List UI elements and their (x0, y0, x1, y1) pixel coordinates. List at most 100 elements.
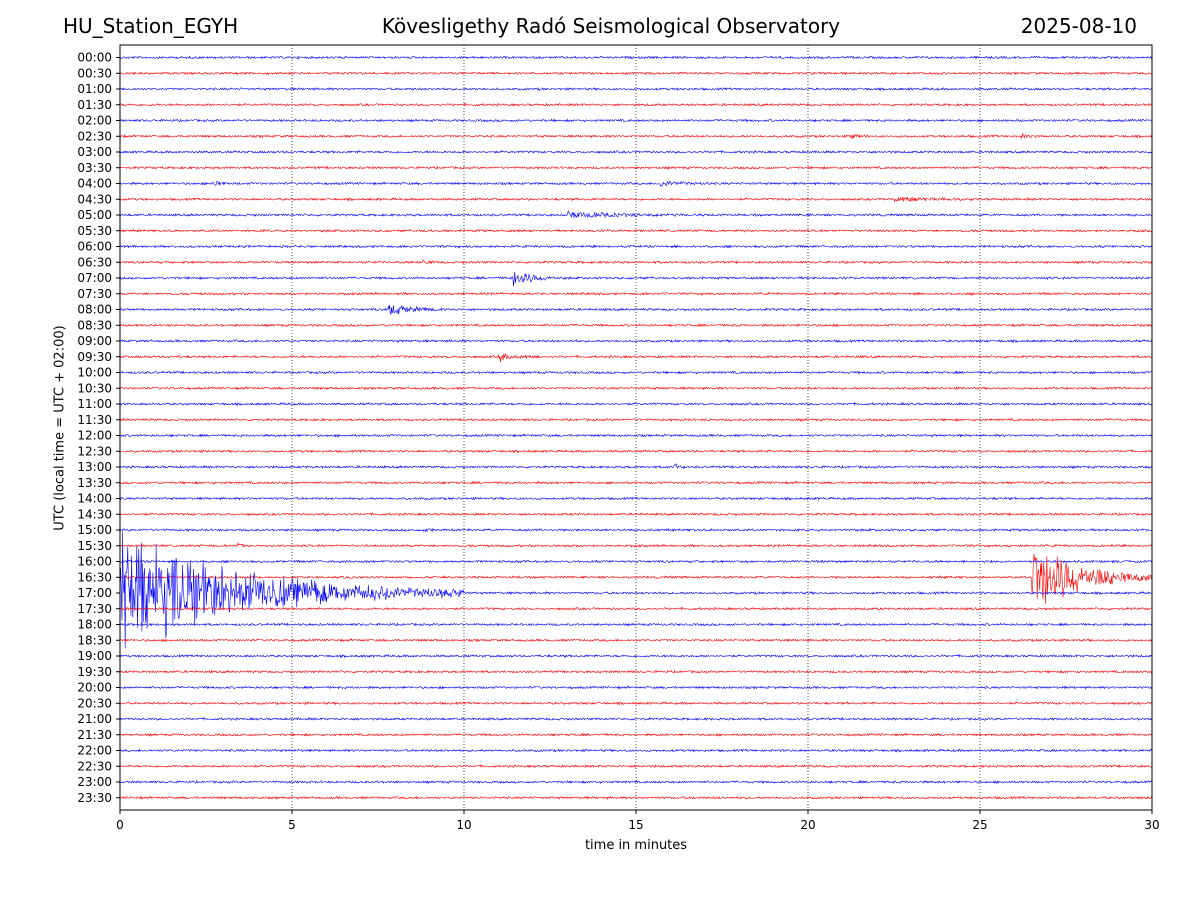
row-label: 10:30 (77, 381, 112, 395)
row-label: 11:30 (77, 413, 112, 427)
row-label: 08:00 (77, 303, 112, 317)
trace-1930 (120, 669, 1152, 674)
trace-2030 (120, 701, 1152, 706)
row-label: 06:00 (77, 240, 112, 254)
row-label: 14:00 (77, 492, 112, 506)
x-tick-label: 25 (972, 818, 987, 832)
trace-0200 (120, 118, 1152, 123)
trace-2200 (120, 748, 1152, 753)
row-label: 17:00 (77, 586, 112, 600)
row-label: 00:00 (77, 51, 112, 65)
row-label: 10:00 (77, 366, 112, 380)
trace-1300 (120, 463, 1152, 470)
row-label: 06:30 (77, 255, 112, 269)
trace-0330 (120, 165, 1152, 170)
row-label: 16:00 (77, 555, 112, 569)
trace-1530 (120, 542, 1152, 548)
trace-0130 (120, 102, 1152, 107)
row-label: 22:00 (77, 744, 112, 758)
trace-1330 (120, 480, 1152, 485)
trace-2330 (120, 795, 1152, 800)
trace-0900 (120, 338, 1152, 344)
trace-0100 (120, 86, 1152, 92)
trace-2130 (120, 732, 1152, 737)
row-label: 09:30 (77, 350, 112, 364)
row-label: 16:30 (77, 570, 112, 584)
trace-0400 (120, 180, 1152, 187)
row-label: 15:00 (77, 523, 112, 537)
row-label: 05:00 (77, 208, 112, 222)
trace-0230 (120, 133, 1152, 139)
trace-0600 (120, 244, 1152, 249)
row-label: 01:30 (77, 98, 112, 112)
row-label: 08:30 (77, 318, 112, 332)
x-ticks: 0 5 10 15 20 25 30 (116, 810, 1160, 832)
row-label: 11:00 (77, 397, 112, 411)
row-label: 12:00 (77, 429, 112, 443)
trace-1030 (120, 386, 1152, 391)
row-label: 13:30 (77, 476, 112, 490)
trace-0800 (120, 304, 1152, 315)
row-label: 03:30 (77, 161, 112, 175)
trace-0930 (120, 353, 1152, 363)
trace-0700 (120, 271, 1152, 287)
trace-0000 (120, 55, 1152, 60)
row-label: 03:00 (77, 145, 112, 159)
trace-1100 (120, 401, 1152, 407)
traces (120, 55, 1152, 800)
row-label: 12:30 (77, 444, 112, 458)
row-label: 20:00 (77, 681, 112, 695)
x-tick-label: 20 (800, 818, 815, 832)
trace-1430 (120, 512, 1152, 517)
x-axis-label: time in minutes (584, 838, 688, 853)
x-tick-label: 30 (1144, 818, 1159, 832)
row-label: 19:00 (77, 649, 112, 663)
row-label: 15:30 (77, 539, 112, 553)
trace-1830 (120, 638, 1152, 643)
station-name: HU_Station_EGYH (63, 14, 239, 38)
x-tick-label: 5 (288, 818, 296, 832)
row-label: 00:30 (77, 66, 112, 80)
row-label: 20:30 (77, 696, 112, 710)
row-label: 14:30 (77, 507, 112, 521)
row-label: 01:00 (77, 82, 112, 96)
row-label: 13:00 (77, 460, 112, 474)
row-label: 02:00 (77, 114, 112, 128)
trace-1230 (120, 449, 1152, 454)
row-label: 02:30 (77, 129, 112, 143)
trace-1730 (120, 606, 1152, 611)
trace-0730 (120, 291, 1152, 296)
trace-0630 (120, 259, 1152, 265)
trace-2000 (120, 685, 1152, 690)
x-tick-label: 10 (456, 818, 471, 832)
row-label: 21:30 (77, 728, 112, 742)
trace-0430 (120, 196, 1152, 203)
row-label: 07:30 (77, 287, 112, 301)
row-label: 17:30 (77, 602, 112, 616)
trace-1900 (120, 653, 1152, 659)
row-label: 23:00 (77, 775, 112, 789)
trace-1600 (120, 559, 1152, 564)
x-tick-label: 0 (116, 818, 124, 832)
row-label: 04:00 (77, 177, 112, 191)
trace-1700 (120, 531, 1152, 648)
trace-1500 (120, 527, 1152, 533)
row-label: 07:00 (77, 271, 112, 285)
trace-2100 (120, 716, 1152, 722)
trace-0500 (120, 210, 1152, 219)
trace-0030 (120, 71, 1152, 76)
row-label: 04:30 (77, 192, 112, 206)
trace-1130 (120, 417, 1152, 422)
trace-1000 (120, 370, 1152, 375)
chart-title: Kövesligethy Radó Seismological Observat… (381, 14, 841, 38)
x-tick-label: 15 (628, 818, 643, 832)
row-label: 18:30 (77, 633, 112, 647)
grid-lines (291, 45, 981, 810)
row-label: 18:00 (77, 618, 112, 632)
trace-0830 (120, 323, 1152, 328)
row-label: 23:30 (77, 791, 112, 805)
row-label: 09:00 (77, 334, 112, 348)
y-axis-label: UTC (local time = UTC + 02:00) (52, 325, 68, 531)
trace-1800 (120, 622, 1152, 627)
